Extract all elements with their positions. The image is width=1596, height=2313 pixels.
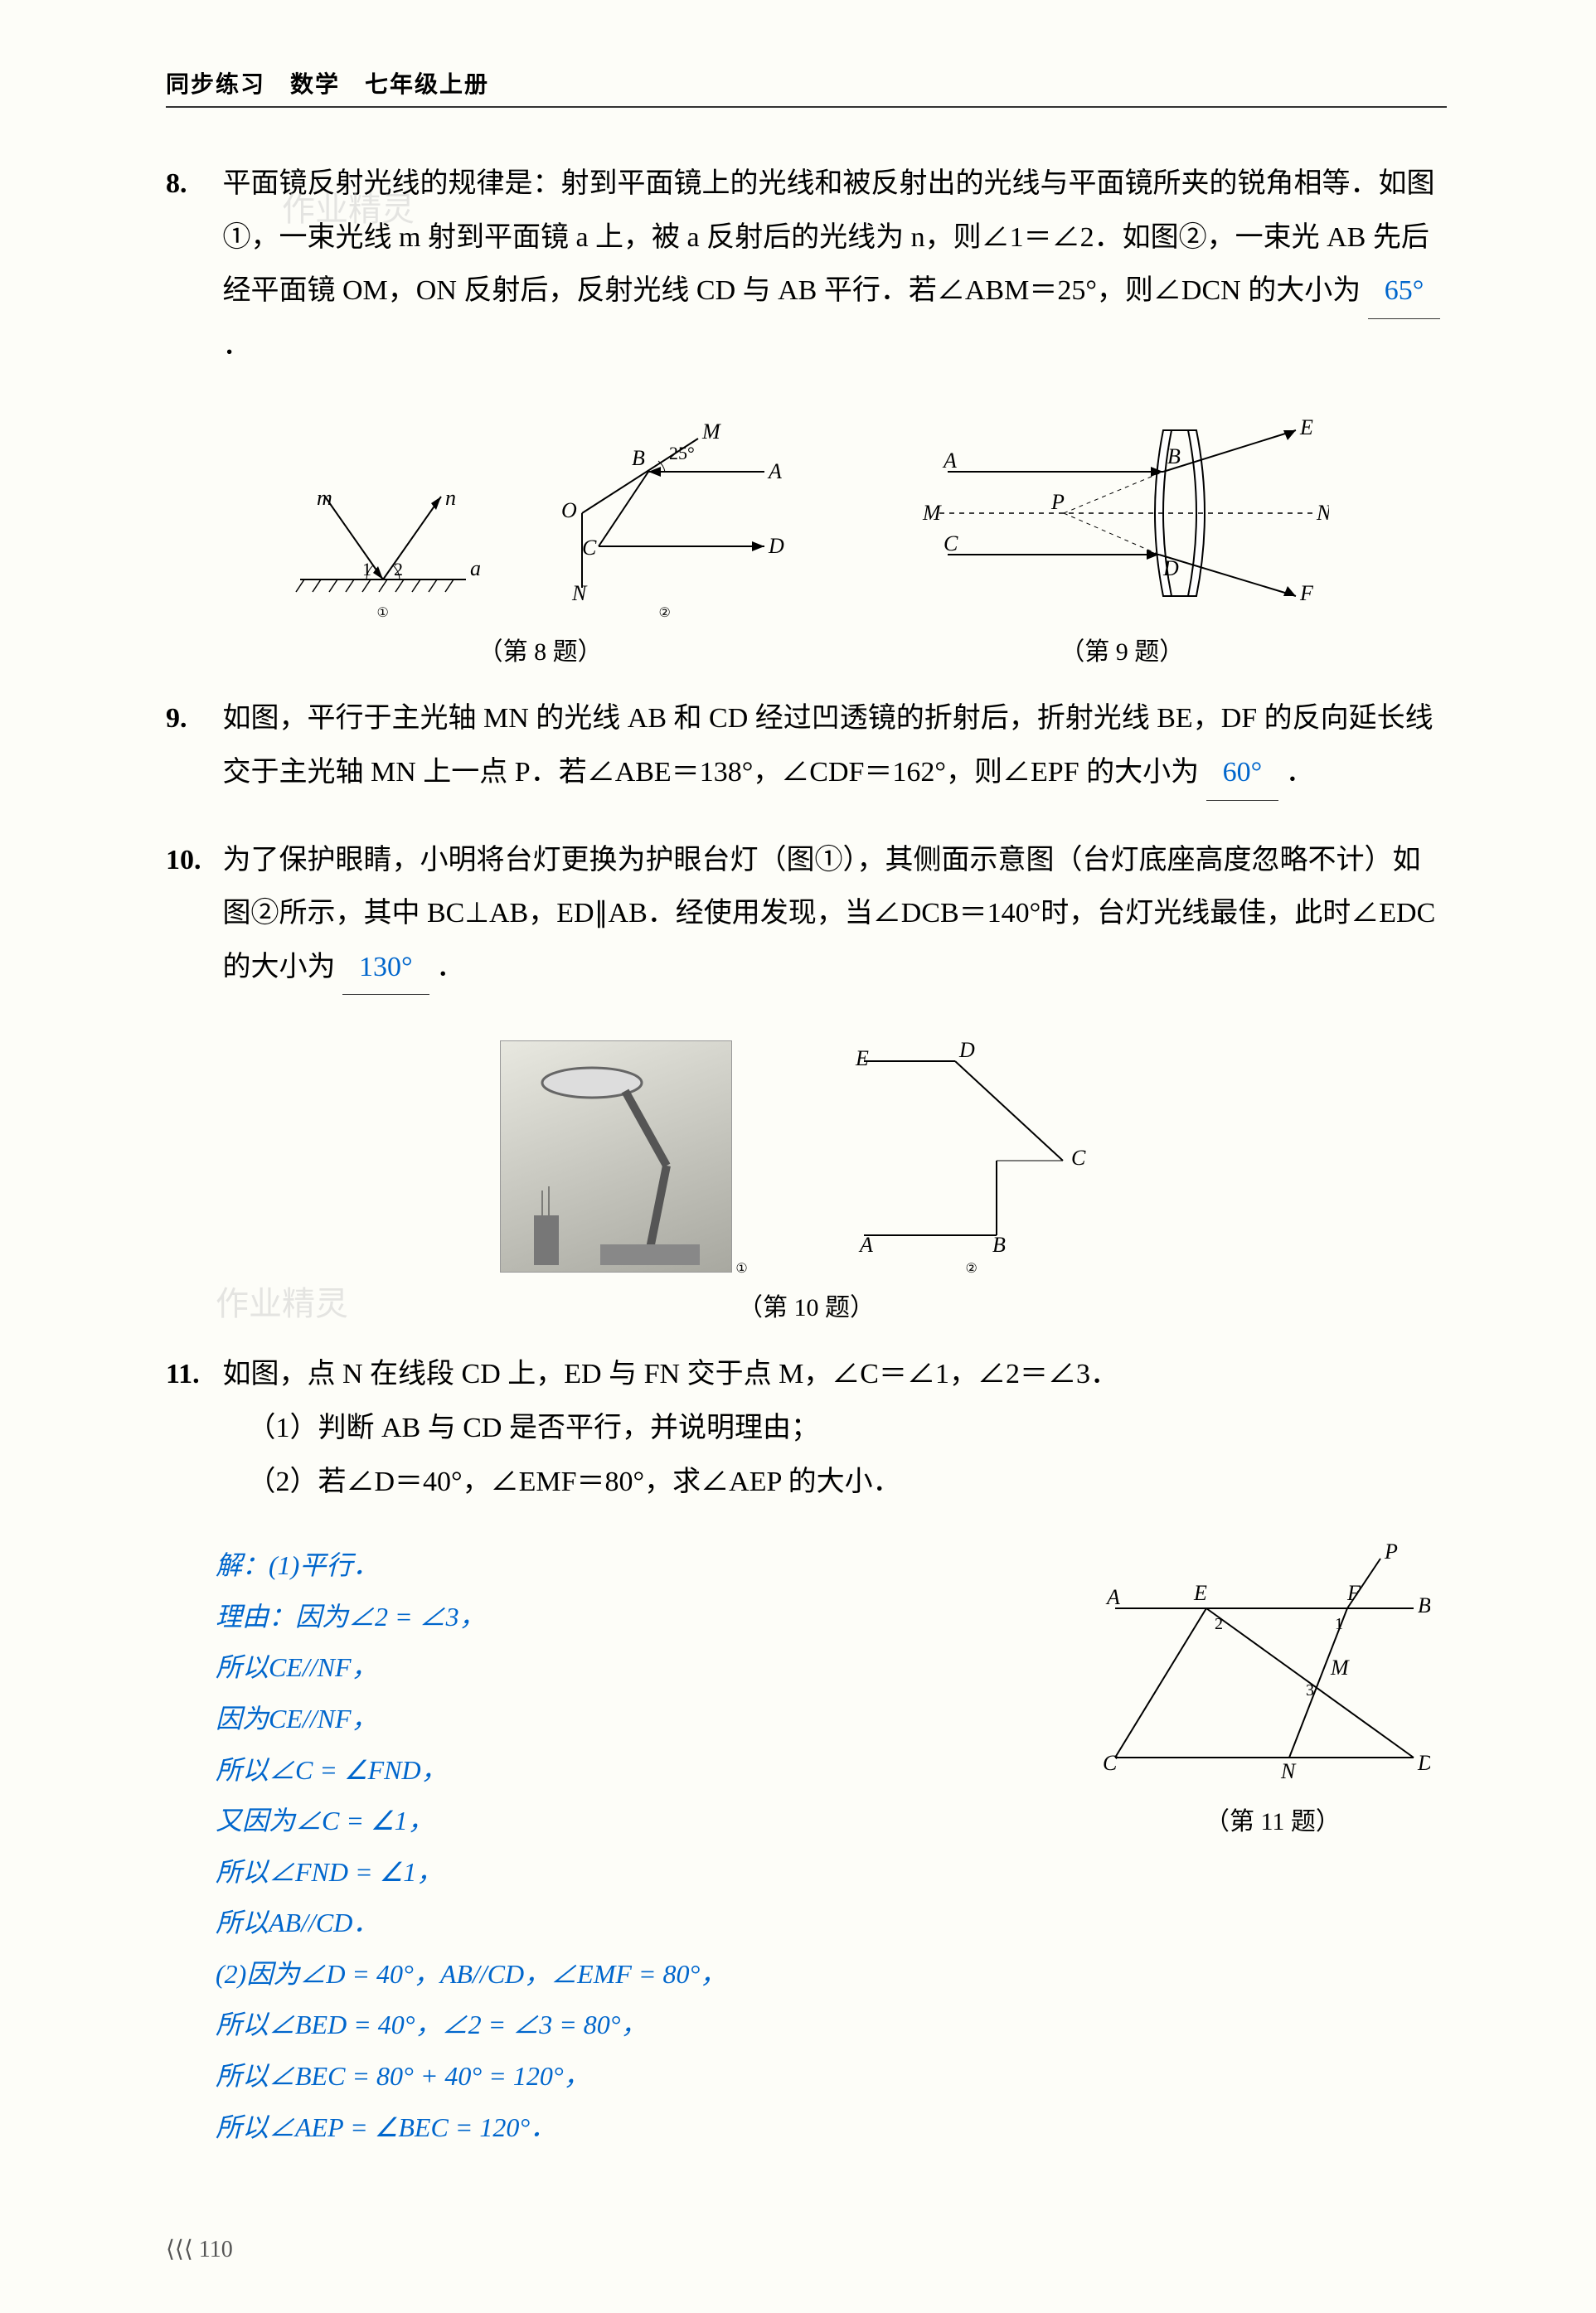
label-F: F [1346,1581,1361,1605]
label-A: A [1105,1585,1120,1609]
sub-caption-1: ① [735,1260,747,1277]
text: 如图，点 N 在线段 CD 上，ED 与 FN 交于点 M，∠C＝∠1，∠2＝∠… [223,1359,1118,1389]
label-E: E [1299,415,1313,439]
label-C: C [582,536,597,560]
problem-number: 10. [166,834,216,888]
figure-8: m n a 1 2 ① [284,422,798,667]
label-M: M [922,501,942,525]
figure-caption-8: （第 8 题） [284,631,798,667]
label-2: 2 [394,559,403,579]
label-N: N [571,581,588,604]
sub-caption-2: ② [658,604,670,621]
label-F: F [1299,581,1314,605]
page-header: 同步练习 数学 七年级上册 [166,66,1447,108]
problem-text: 为了保护眼睛，小明将台灯更换为护眼台灯（图①），其侧面示意图（台灯底座高度忽略不… [223,834,1446,996]
figure-row-10: ① A B C D E ② [166,1028,1447,1323]
figure-10-2: A B C D E ② [831,1028,1113,1277]
label-C: C [1103,1751,1118,1775]
label-1: 1 [1335,1615,1343,1633]
solution-11: 解：(1)平行． 理由：因为∠2 = ∠3， 所以CE//NF， 因为CE//N… [216,1542,1065,2151]
sub-caption-2: ② [966,1260,977,1277]
label-A: A [858,1233,873,1257]
problem-number: 8. [166,158,216,211]
solution-line: (2)因为∠D = 40°，AB//CD，∠EMF = 80°， [216,1951,1065,1999]
problem-text: 如图，点 N 在线段 CD 上，ED 与 FN 交于点 M，∠C＝∠1，∠2＝∠… [223,1348,1446,1509]
solution-line: 所以∠C = ∠FND， [216,1747,1065,1795]
label-A: A [767,459,782,483]
label-N: N [1316,501,1329,525]
problem-number: 9. [166,692,216,746]
figure-caption-10: （第 10 题） [500,1287,1112,1323]
label-B: B [1167,444,1181,468]
problem-number: 11. [166,1348,216,1402]
solution-line: 所以∠BEC = 80° + 40° = 120°， [216,2053,1065,2101]
solution-line: 所以∠FND = ∠1， [216,1849,1065,1897]
label-N: N [1280,1759,1297,1783]
solution-line: 因为CE//NF， [216,1695,1065,1743]
figure-11: A B C D E F M N P 1 2 3 （第 11 题） [1099,1542,1447,1837]
solution-line: 所以AB//CD． [216,1899,1065,1947]
problem-text: 如图，平行于主光轴 MN 的光线 AB 和 CD 经过凹透镜的折射后，折射光线 … [223,692,1446,800]
label-C: C [1071,1146,1086,1170]
answer-blank: 60° [1206,746,1279,801]
figure-10-1: ① [500,1040,747,1277]
figure-9: A B C D E F M N P （第 9 题） [914,405,1329,667]
label-D: D [958,1038,975,1062]
sub-caption-1: ① [376,604,388,621]
label-m: m [317,486,332,510]
label-B: B [632,446,645,470]
page: 同步练习 数学 七年级上册 作业精灵 8. 平面镜反射光线的规律是：射到平面镜上… [0,0,1596,2313]
label-E: E [855,1046,869,1070]
text: ． [436,952,464,982]
solution-line: 又因为∠C = ∠1， [216,1797,1065,1845]
figure-row-8-9: m n a 1 2 ① [166,405,1447,667]
text: ． [223,330,251,361]
answer-blank: 130° [342,941,429,996]
label-A: A [942,449,957,473]
figure-8-1: m n a 1 2 ① [284,455,483,621]
label-2: 2 [1215,1615,1223,1633]
label-C: C [944,531,958,555]
label-M: M [1330,1656,1350,1680]
sub-question-2: （2）若∠D＝40°，∠EMF＝80°，求∠AEP 的大小． [223,1467,901,1497]
label-1: 1 [362,559,371,579]
label-D: D [768,534,784,558]
problem-10: 10. 为了保护眼睛，小明将台灯更换为护眼台灯（图①），其侧面示意图（台灯底座高… [166,834,1447,996]
figure-8-2: M A B 25° O C N D ② [532,422,798,621]
label-3: 3 [1306,1681,1314,1700]
label-B: B [1418,1593,1430,1617]
watermark: 作业精灵 [216,1277,348,1325]
sub-question-1: （1）判断 AB 与 CD 是否平行，并说明理由； [223,1413,819,1443]
text: ． [1286,757,1314,788]
page-number: ⟨⟨⟨ 110 [166,2235,233,2263]
figure-caption-9: （第 9 题） [914,631,1329,667]
solution-line: 所以CE//NF， [216,1644,1065,1692]
label-P: P [1384,1542,1398,1564]
label-B: B [992,1233,1006,1257]
label-E: E [1193,1581,1207,1605]
figure-10: ① A B C D E ② [500,1028,1112,1323]
lamp-photo [500,1040,732,1273]
label-angle: 25° [669,443,695,463]
problem-9: 9. 如图，平行于主光轴 MN 的光线 AB 和 CD 经过凹透镜的折射后，折射… [166,692,1447,800]
label-O: O [561,498,577,522]
solution-line: 解：(1)平行． [216,1542,1065,1590]
problem-11: 11. 如图，点 N 在线段 CD 上，ED 与 FN 交于点 M，∠C＝∠1，… [166,1348,1447,1509]
problem-11-body: 解：(1)平行． 理由：因为∠2 = ∠3， 所以CE//NF， 因为CE//N… [166,1542,1447,2155]
label-M: M [701,422,721,444]
label-D: D [1162,556,1179,580]
label-D: D [1417,1751,1430,1775]
label-P: P [1050,490,1065,514]
figure-caption-11: （第 11 题） [1099,1801,1447,1837]
label-n: n [445,486,456,510]
solution-line: 所以∠BED = 40°，∠2 = ∠3 = 80°， [216,2001,1065,2049]
label-a: a [470,556,481,580]
watermark: 作业精灵 [282,182,415,230]
solution-line: 理由：因为∠2 = ∠3， [216,1593,1065,1641]
solution-line: 所以∠AEP = ∠BEC = 120°． [216,2104,1065,2152]
answer-blank: 65° [1368,264,1441,319]
